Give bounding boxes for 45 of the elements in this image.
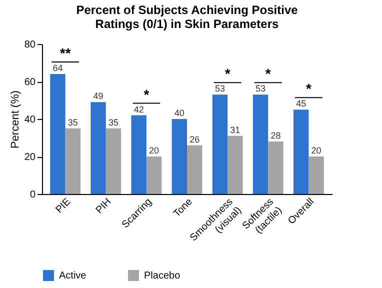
data-label: 53: [256, 84, 266, 94]
data-label: 20: [311, 146, 322, 156]
y-tick-label: 40: [24, 114, 36, 126]
y-tick-label: 60: [24, 77, 36, 88]
y-axis-title: Percent (%): [9, 90, 22, 149]
bar: [308, 156, 324, 194]
bar: [90, 102, 106, 194]
bar: [131, 115, 146, 194]
legend-label: Active: [59, 270, 87, 282]
legend-label: Placebo: [144, 270, 181, 282]
x-tick-label: PIH: [94, 196, 114, 216]
annotation: *: [265, 66, 272, 82]
x-tick-label: PIE: [54, 196, 74, 216]
data-label: 35: [108, 117, 118, 128]
data-label: 28: [270, 130, 281, 140]
annotation: *: [306, 80, 312, 97]
data-label: 26: [190, 134, 200, 144]
bar: [172, 119, 187, 194]
data-label: 42: [134, 104, 144, 114]
data-label: 31: [230, 124, 240, 135]
data-label: 40: [174, 108, 184, 118]
data-label: 49: [93, 91, 104, 102]
bar: [65, 128, 81, 194]
y-tick-label: 0: [30, 190, 36, 200]
bar: [50, 74, 66, 194]
y-tick-label: 20: [24, 152, 36, 163]
bar: [187, 145, 202, 194]
bar: [268, 142, 284, 194]
data-label: 35: [68, 117, 78, 128]
bar: [146, 156, 162, 194]
y-tick-label: 80: [24, 40, 36, 50]
data-label: 64: [52, 63, 63, 73]
data-label: 45: [296, 98, 306, 109]
annotation: *: [144, 86, 150, 102]
annotation: **: [60, 45, 72, 61]
data-label: 20: [149, 146, 160, 156]
bar: [106, 128, 122, 194]
x-tick-label: Tone: [172, 196, 196, 220]
bar: [293, 110, 309, 194]
bar: [252, 94, 268, 194]
data-label: 53: [214, 84, 225, 94]
bar: [228, 136, 243, 194]
bar: [212, 94, 228, 194]
annotation: *: [224, 66, 231, 82]
chart-title: Percent of Subjects Achieving Positive Ratings (0/1) in Skin Parameters: [76, 3, 298, 31]
